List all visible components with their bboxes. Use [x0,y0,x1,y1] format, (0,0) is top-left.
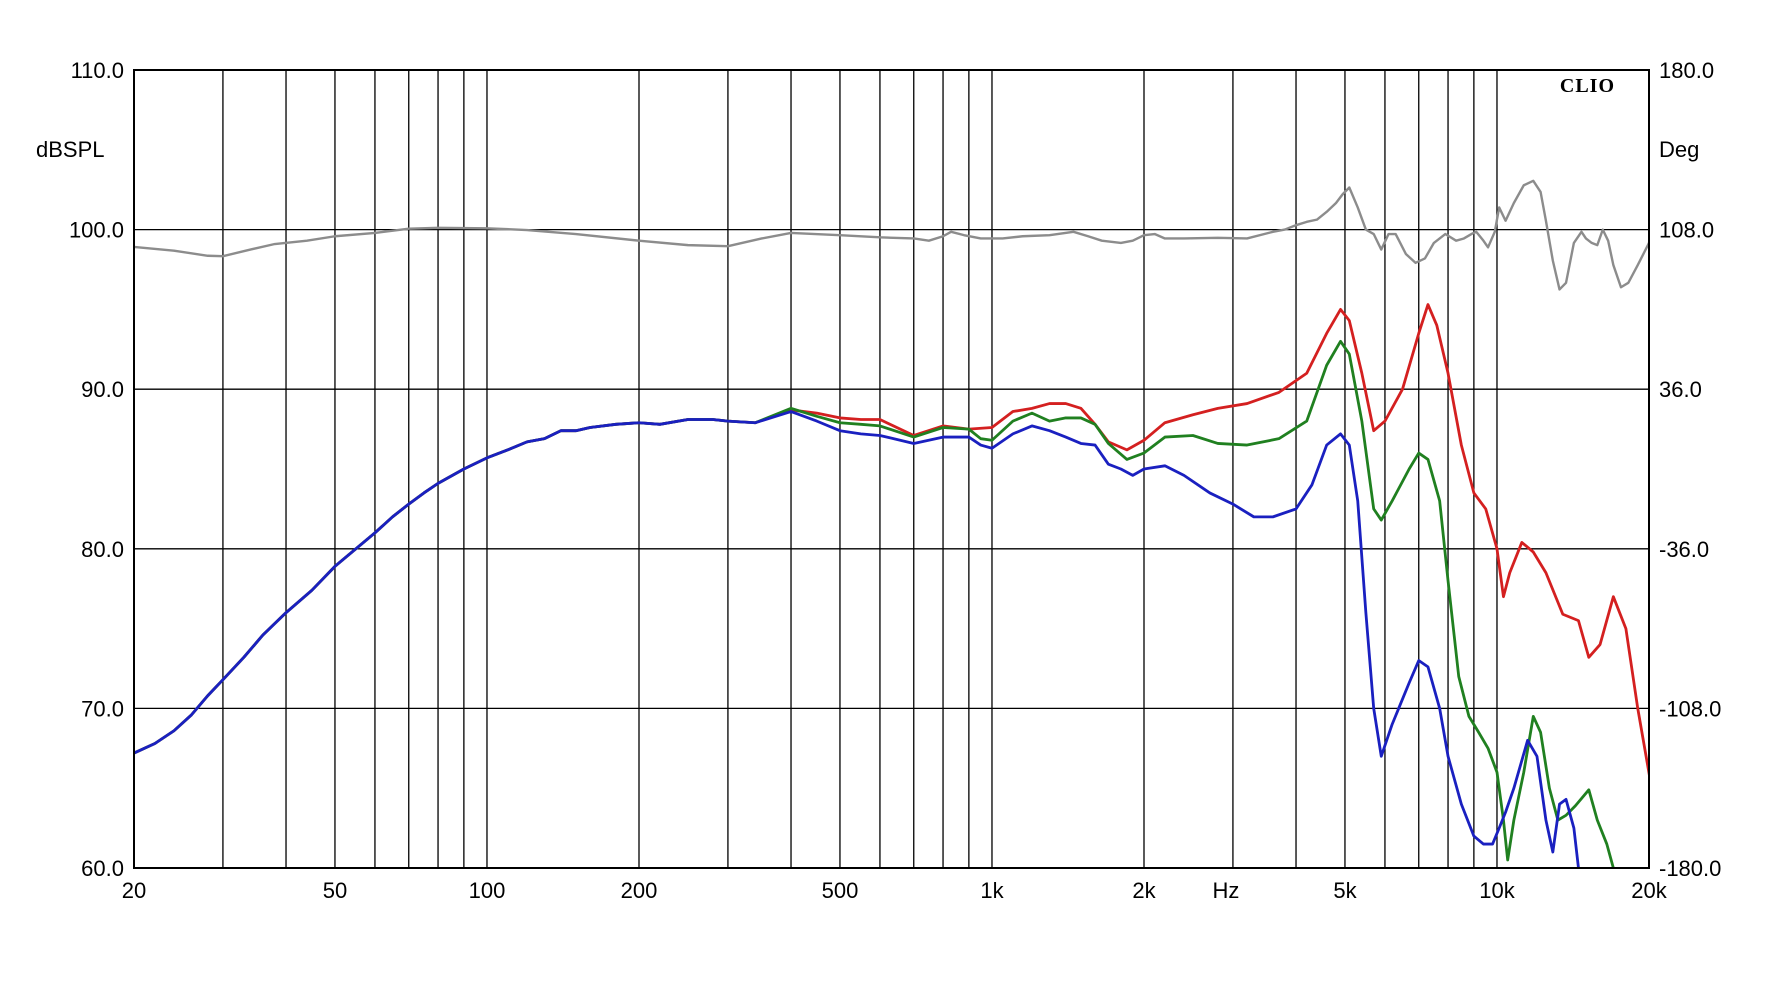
y-tick-label: 80.0 [81,537,124,562]
y2-tick-label: -180.0 [1659,856,1721,881]
y2-tick-label: 180.0 [1659,58,1714,83]
series-line-3 [134,179,1649,291]
y-tick-label: 70.0 [81,696,124,721]
y2-tick-label: 36.0 [1659,377,1702,402]
y-tick-label: 100.0 [69,218,124,243]
y-axis-unit-label: dBSPL [36,137,105,162]
x-tick-label: 20 [122,878,146,903]
x-tick-label: 1k [980,878,1004,903]
plot-background [134,70,1649,868]
x-tick-label: 500 [822,878,859,903]
plot-frame [133,69,1650,869]
x-tick-label: 200 [621,878,658,903]
y2-axis-unit-label: Deg [1659,137,1699,162]
y-tick-label: 90.0 [81,377,124,402]
y2-tick-label: -36.0 [1659,537,1709,562]
y2-tick-label: -108.0 [1659,696,1721,721]
x-tick-label: 10k [1479,878,1515,903]
brand-logo: CLIO [1560,75,1615,97]
series-layer [134,179,1649,868]
x-tick-label: 50 [323,878,347,903]
y-tick-label: 60.0 [81,856,124,881]
x-axis-unit-label: Hz [1213,878,1240,903]
y-tick-label: 110.0 [71,58,124,83]
x-tick-label: 2k [1132,878,1156,903]
series-line-2 [134,410,1580,868]
x-tick-label: 20k [1631,878,1667,903]
label-layer: 20 50 100 200 500 1k 2k 5k 10k 20k 110.0 100.0 90.0 8… [69,58,1721,903]
x-tick-label: 100 [469,878,506,903]
x-tick-label: 5k [1333,878,1357,903]
y2-tick-label: 108.0 [1659,218,1714,243]
